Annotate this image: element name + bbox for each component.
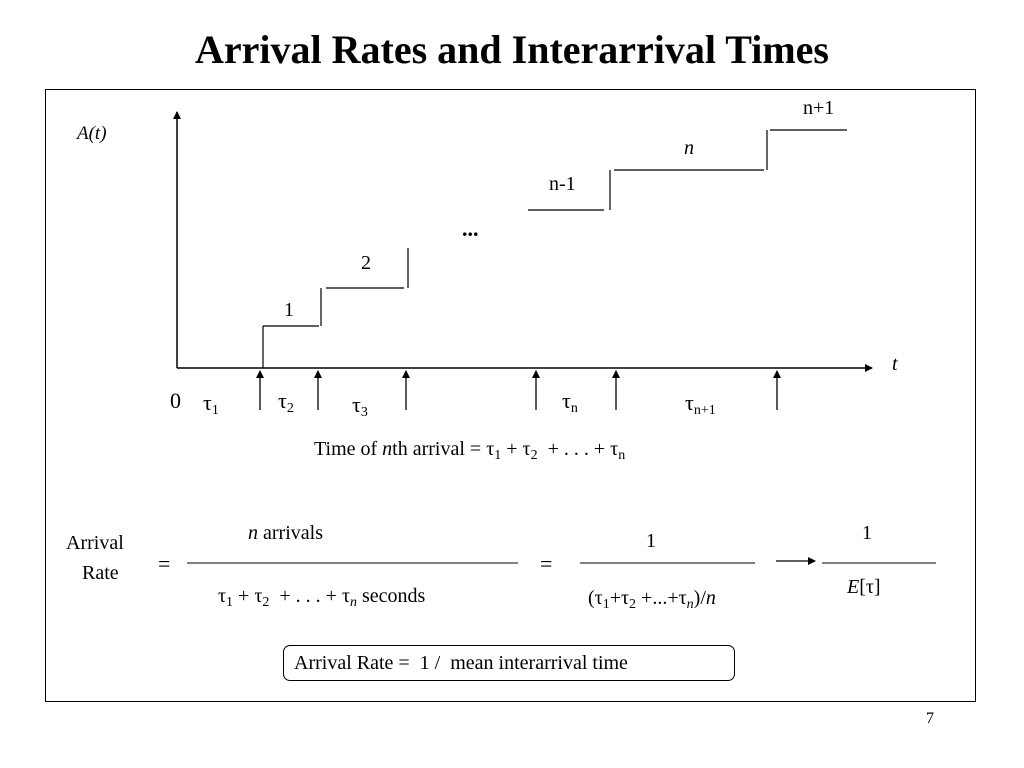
arrival-rate-summary-box: Arrival Rate = 1 / mean interarrival tim… <box>283 645 735 681</box>
interval-label: τn+1 <box>685 390 716 418</box>
fraction-2-numerator: 1 <box>646 530 656 552</box>
origin-label: 0 <box>170 388 181 413</box>
fraction-3-denominator: E[τ] <box>847 576 881 598</box>
equals-sign-1: = <box>158 551 171 576</box>
interval-label: τ2 <box>278 388 294 416</box>
fraction-1-numerator: n arrivals <box>248 522 323 544</box>
rate-label-line2: Rate <box>82 562 119 584</box>
fraction-3-numerator: 1 <box>862 522 872 544</box>
interval-label: τ1 <box>203 390 219 418</box>
nth-arrival-formula: Time of nth arrival = τ1 + τ2 + . . . + … <box>314 438 626 463</box>
step-n <box>614 130 768 171</box>
step-label-1: 1 <box>284 299 294 321</box>
content-frame <box>45 89 976 702</box>
step-label-n-plus-1: n+1 <box>803 97 835 119</box>
step-label-n: n <box>684 137 694 159</box>
ellipsis: ... <box>462 216 479 241</box>
interval-label: τ3 <box>352 392 368 420</box>
rate-label-line1: Arrival <box>66 532 124 554</box>
step-1 <box>262 325 319 368</box>
equals-sign-2: = <box>540 551 553 576</box>
step-label-2: 2 <box>361 252 371 274</box>
step-n-minus-1 <box>528 170 611 211</box>
page-number: 7 <box>926 710 934 727</box>
fraction-2-denominator: (τ1+τ2 +...+τn)/n <box>588 587 716 612</box>
step-label-n-minus-1: n-1 <box>549 173 576 195</box>
slide-title: Arrival Rates and Interarrival Times <box>194 27 829 72</box>
y-axis-label: A(t) <box>77 123 107 144</box>
x-axis-label: t <box>892 353 898 375</box>
step-2 <box>320 248 409 326</box>
interval-label: τn <box>562 388 578 416</box>
fraction-1-denominator: τ1 + τ2 + . . . + τn seconds <box>218 585 426 610</box>
